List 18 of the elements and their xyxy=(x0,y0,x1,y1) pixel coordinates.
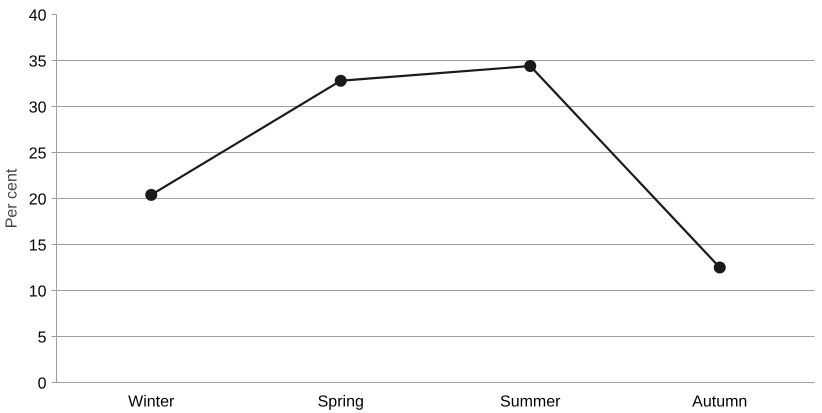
y-tick-label: 5 xyxy=(38,330,47,346)
point xyxy=(524,60,536,72)
y-tick-label: 30 xyxy=(28,100,47,116)
y-axis-title: Per cent xyxy=(4,168,21,228)
point xyxy=(714,262,726,274)
x-tick-label: Spring xyxy=(318,394,364,410)
x-tick-label: Autumn xyxy=(692,394,748,410)
y-tick-label: 40 xyxy=(28,8,47,24)
x-tick-label: Winter xyxy=(128,394,176,410)
y-tick-label: 15 xyxy=(28,238,47,254)
point xyxy=(334,74,347,87)
y-tick-label: 10 xyxy=(28,284,47,300)
y-tick-label: 25 xyxy=(28,146,47,162)
y-tick-label: 20 xyxy=(28,192,47,208)
y-tick-label: 0 xyxy=(38,376,47,392)
y-tick-label: 35 xyxy=(28,54,47,70)
x-tick-label: Summer xyxy=(500,394,562,410)
point xyxy=(145,188,158,201)
